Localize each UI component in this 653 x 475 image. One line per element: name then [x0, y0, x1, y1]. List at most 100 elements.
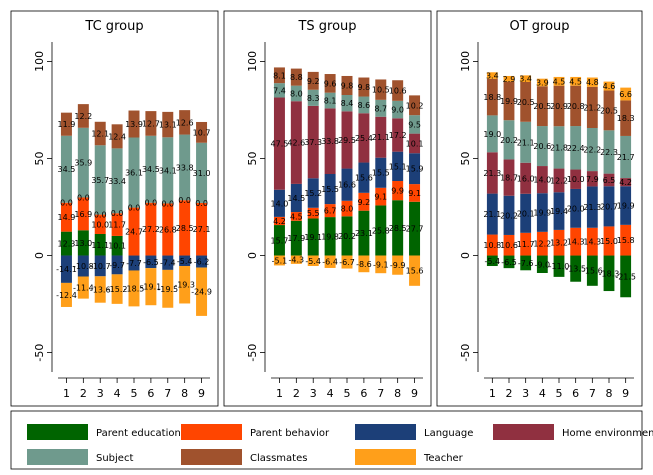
data-label-teacher: -4.3: [289, 256, 305, 265]
data-label-subject: 34.1: [159, 166, 177, 175]
bar-classmates: [375, 79, 387, 100]
data-label-subject: 20.2: [500, 136, 518, 145]
x-tick-label: 4: [327, 387, 334, 400]
data-label-classmates: 9.8: [341, 81, 354, 90]
bar-parent-behavior: [392, 180, 404, 201]
bar-parent-behavior: [273, 216, 285, 226]
bar-classmates: [196, 121, 208, 143]
data-label-parent-education: 10.1: [108, 242, 126, 251]
data-label-home-environment: 0.0: [60, 199, 73, 208]
bar-parent-education: [620, 255, 632, 298]
x-tick-label: 6: [360, 387, 367, 400]
data-label-subject: 21.7: [617, 153, 635, 162]
data-label-classmates: 9.6: [324, 79, 337, 88]
data-label-subject: 33.4: [108, 177, 126, 186]
bar-parent-behavior: [290, 212, 302, 221]
bar-language: [196, 255, 208, 268]
bar-classmates: [324, 74, 336, 93]
bar-classmates: [603, 90, 615, 131]
bar-parent-behavior: [307, 207, 319, 219]
bar-subject: [307, 89, 319, 106]
bar-teacher: [603, 81, 615, 91]
data-label-subject: 34.5: [58, 165, 76, 174]
bar-parent-behavior: [145, 202, 157, 256]
data-label-language: 21.3: [583, 203, 601, 212]
bar-parent-behavior: [324, 204, 336, 218]
legend-label: Parent education: [96, 428, 181, 439]
data-label-home-environment: 6.5: [603, 176, 616, 185]
bar-parent-behavior: [60, 202, 72, 232]
bar-language: [586, 186, 598, 228]
bar-parent-education: [392, 200, 404, 256]
bar-teacher: [128, 270, 140, 307]
data-label-subject: 8.0: [290, 89, 303, 98]
x-tick-label: 6: [147, 387, 154, 400]
bar-teacher: [341, 255, 353, 269]
data-label-parent-education: 23.1: [355, 229, 373, 238]
bar-parent-education: [503, 255, 515, 269]
data-label-teacher: -13.6: [90, 286, 111, 295]
data-label-language: 15.9: [406, 165, 424, 174]
data-label-subject: 20.6: [533, 142, 551, 151]
data-label-classmates: 20.5: [600, 106, 618, 115]
bar-classmates: [341, 75, 353, 95]
bar-parent-behavior: [111, 213, 123, 236]
bar-parent-education: [341, 216, 353, 256]
legend-label: Home environment: [562, 428, 653, 439]
x-tick-label: 8: [606, 387, 613, 400]
bar-parent-behavior: [375, 187, 387, 206]
data-label-parent-behavior: 10.6: [500, 241, 518, 250]
y-tick-label: 0: [246, 252, 259, 259]
data-label-subject: 8.3: [307, 94, 320, 103]
data-label-teacher: -5.4: [305, 257, 321, 266]
x-tick-label: 8: [394, 387, 401, 400]
bar-parent-behavior: [341, 200, 353, 217]
bar-classmates: [162, 111, 174, 138]
bar-language: [324, 174, 336, 205]
x-tick-label: 2: [506, 387, 513, 400]
bar-home-environment: [520, 162, 532, 194]
bar-home-environment: [536, 166, 548, 194]
x-tick-label: 9: [411, 387, 418, 400]
bar-language: [553, 192, 565, 230]
bar-parent-education: [586, 255, 598, 286]
bar-parent-education: [553, 255, 565, 277]
bar-subject: [486, 115, 498, 153]
bar-parent-education: [60, 231, 72, 256]
data-label-home-environment: 25.4: [355, 134, 373, 143]
bar-language: [273, 189, 285, 217]
data-label-subject: 21.1: [517, 138, 535, 147]
bar-parent-behavior: [179, 200, 191, 256]
bar-classmates: [77, 104, 89, 128]
data-label-parent-education: 17.9: [287, 234, 305, 243]
data-label-language: 14.0: [271, 199, 289, 208]
data-label-subject: 36.1: [125, 169, 143, 178]
legend-swatch: [27, 449, 88, 465]
bar-teacher: [392, 255, 404, 275]
data-label-parent-behavior: 13.2: [550, 239, 568, 248]
data-label-language: 15.1: [389, 162, 407, 171]
data-label-parent-education: 13.0: [74, 239, 92, 248]
bar-home-environment: [603, 173, 615, 187]
data-label-home-environment: 18.7: [500, 174, 518, 183]
bar-parent-behavior: [536, 231, 548, 256]
data-label-parent-education: -9.0: [535, 260, 551, 269]
bar-classmates: [290, 68, 302, 86]
legend-label: Teacher: [423, 453, 464, 464]
bar-language: [290, 183, 302, 213]
legend-item-home-environment: Home environment: [493, 424, 653, 440]
bar-parent-education: [290, 220, 302, 256]
data-label-home-environment: 47.5: [271, 140, 289, 149]
bar-language: [179, 255, 191, 267]
data-label-classmates: 8.8: [290, 73, 303, 82]
data-label-classmates: 10.2: [406, 101, 424, 110]
x-tick-label: 2: [293, 387, 300, 400]
data-label-language: 15.2: [304, 189, 322, 198]
bar-teacher: [60, 282, 72, 307]
data-label-teacher: -6.4: [322, 258, 338, 267]
data-label-parent-behavior: 4.2: [273, 217, 286, 226]
panel-ts-group: TS group -50 0 50 100 1 2 3 4 5 6 7 8 9 15.7 4.2 14.0 47.…: [223, 10, 432, 407]
data-label-parent-behavior: 9.2: [358, 198, 371, 207]
bar-teacher: [375, 255, 387, 274]
